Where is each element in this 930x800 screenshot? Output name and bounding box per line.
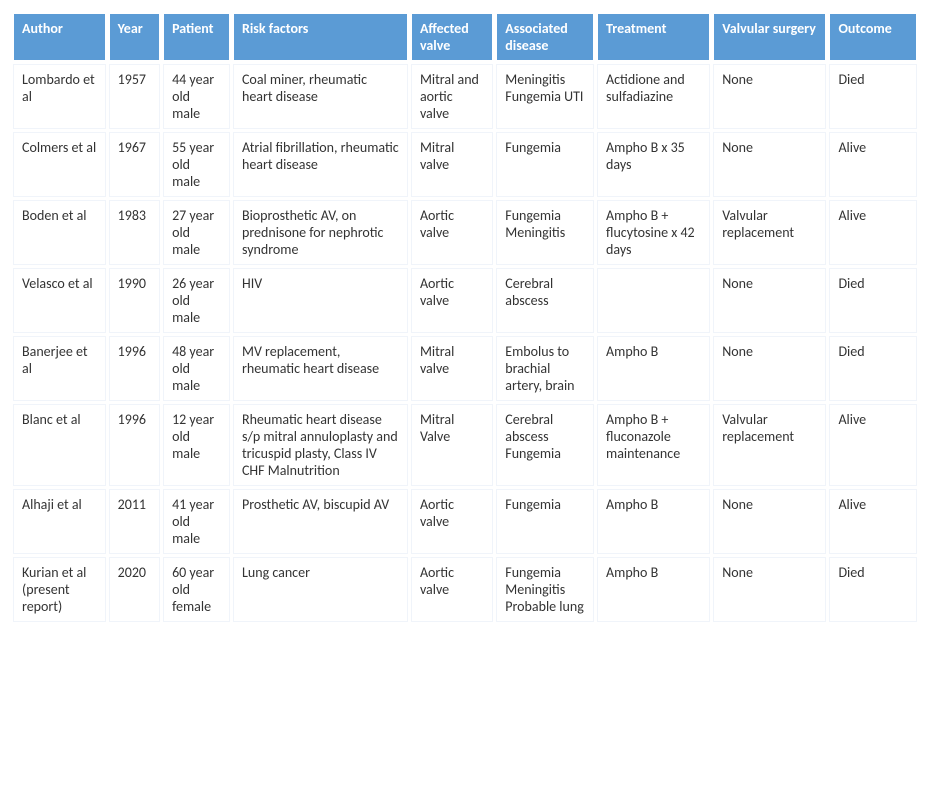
cell-treatment: Actidione and sulfadiazine <box>597 64 710 129</box>
cell-disease: Fungemia Meningitis Probable lung <box>496 557 594 622</box>
cell-risk: Lung cancer <box>233 557 408 622</box>
cell-risk: HIV <box>233 268 408 333</box>
table-row: Blanc et al199612 year old maleRheumatic… <box>13 404 917 486</box>
cell-author: Lombardo et al <box>13 64 106 129</box>
cell-patient: 41 year old male <box>163 489 230 554</box>
cell-risk: Prosthetic AV, biscupid AV <box>233 489 408 554</box>
table-header: Author Year Patient Risk factors Affecte… <box>13 13 917 61</box>
cell-outcome: Alive <box>829 132 917 197</box>
cell-disease: Meningitis Fungemia UTI <box>496 64 594 129</box>
clinical-cases-table: Author Year Patient Risk factors Affecte… <box>10 10 920 625</box>
cell-surgery: None <box>713 557 826 622</box>
cell-valve: Aortic valve <box>411 200 493 265</box>
cell-valve: Mitral valve <box>411 336 493 401</box>
table-row: Alhaji et al201141 year old maleProsthet… <box>13 489 917 554</box>
col-year: Year <box>109 13 160 61</box>
cell-treatment: Ampho B + flucytosine x 42 days <box>597 200 710 265</box>
cell-treatment: Ampho B x 35 days <box>597 132 710 197</box>
cell-treatment: Ampho B + fluconazole maintenance <box>597 404 710 486</box>
cell-risk: Bioprosthetic AV, on prednisone for neph… <box>233 200 408 265</box>
cell-year: 2020 <box>109 557 160 622</box>
cell-year: 1957 <box>109 64 160 129</box>
cell-patient: 27 year old male <box>163 200 230 265</box>
cell-treatment <box>597 268 710 333</box>
cell-risk: Rheumatic heart disease s/p mitral annul… <box>233 404 408 486</box>
cell-year: 1996 <box>109 336 160 401</box>
cell-disease: Fungemia <box>496 489 594 554</box>
cell-year: 1996 <box>109 404 160 486</box>
table-body: Lombardo et al195744 year old maleCoal m… <box>13 64 917 622</box>
cell-outcome: Alive <box>829 200 917 265</box>
cell-disease: Cerebral abscess <box>496 268 594 333</box>
cell-valve: Aortic valve <box>411 557 493 622</box>
cell-valve: Aortic valve <box>411 268 493 333</box>
col-author: Author <box>13 13 106 61</box>
table-row: Velasco et al199026 year old maleHIVAort… <box>13 268 917 333</box>
cell-surgery: None <box>713 268 826 333</box>
cell-outcome: Died <box>829 336 917 401</box>
header-row: Author Year Patient Risk factors Affecte… <box>13 13 917 61</box>
cell-author: Blanc et al <box>13 404 106 486</box>
cell-risk: MV replacement, rheumatic heart disease <box>233 336 408 401</box>
cell-surgery: Valvular replacement <box>713 200 826 265</box>
cell-patient: 44 year old male <box>163 64 230 129</box>
col-patient: Patient <box>163 13 230 61</box>
cell-author: Velasco et al <box>13 268 106 333</box>
cell-patient: 55 year old male <box>163 132 230 197</box>
table-row: Lombardo et al195744 year old maleCoal m… <box>13 64 917 129</box>
cell-disease: Fungemia Meningitis <box>496 200 594 265</box>
cell-author: Banerjee et al <box>13 336 106 401</box>
col-surgery: Valvular surgery <box>713 13 826 61</box>
table-row: Kurian et al (present report)202060 year… <box>13 557 917 622</box>
cell-valve: Mitral valve <box>411 132 493 197</box>
cell-surgery: Valvular replacement <box>713 404 826 486</box>
cell-author: Kurian et al (present report) <box>13 557 106 622</box>
cell-treatment: Ampho B <box>597 557 710 622</box>
col-disease: Associated disease <box>496 13 594 61</box>
cell-patient: 26 year old male <box>163 268 230 333</box>
cell-surgery: None <box>713 336 826 401</box>
cell-risk: Atrial fibrillation, rheumatic heart dis… <box>233 132 408 197</box>
col-valve: Affected valve <box>411 13 493 61</box>
cell-risk: Coal miner, rheumatic heart disease <box>233 64 408 129</box>
cell-year: 2011 <box>109 489 160 554</box>
cell-disease: Fungemia <box>496 132 594 197</box>
cell-author: Alhaji et al <box>13 489 106 554</box>
cell-valve: Mitral and aortic valve <box>411 64 493 129</box>
cell-disease: Cerebral abscess Fungemia <box>496 404 594 486</box>
cell-patient: 12 year old male <box>163 404 230 486</box>
cell-year: 1983 <box>109 200 160 265</box>
cell-treatment: Ampho B <box>597 336 710 401</box>
cell-outcome: Died <box>829 268 917 333</box>
cell-surgery: None <box>713 132 826 197</box>
col-treatment: Treatment <box>597 13 710 61</box>
cell-outcome: Died <box>829 64 917 129</box>
cell-year: 1967 <box>109 132 160 197</box>
cell-patient: 60 year old female <box>163 557 230 622</box>
cell-author: Colmers et al <box>13 132 106 197</box>
cell-outcome: Alive <box>829 489 917 554</box>
table-row: Colmers et al196755 year old maleAtrial … <box>13 132 917 197</box>
cell-author: Boden et al <box>13 200 106 265</box>
col-outcome: Outcome <box>829 13 917 61</box>
cell-valve: Mitral Valve <box>411 404 493 486</box>
table-row: Boden et al198327 year old maleBioprosth… <box>13 200 917 265</box>
cell-year: 1990 <box>109 268 160 333</box>
cell-outcome: Died <box>829 557 917 622</box>
cell-outcome: Alive <box>829 404 917 486</box>
cell-patient: 48 year old male <box>163 336 230 401</box>
cell-valve: Aortic valve <box>411 489 493 554</box>
cell-treatment: Ampho B <box>597 489 710 554</box>
table-row: Banerjee et al199648 year old maleMV rep… <box>13 336 917 401</box>
cell-surgery: None <box>713 489 826 554</box>
cell-surgery: None <box>713 64 826 129</box>
cell-disease: Embolus to brachial artery, brain <box>496 336 594 401</box>
col-risk: Risk factors <box>233 13 408 61</box>
